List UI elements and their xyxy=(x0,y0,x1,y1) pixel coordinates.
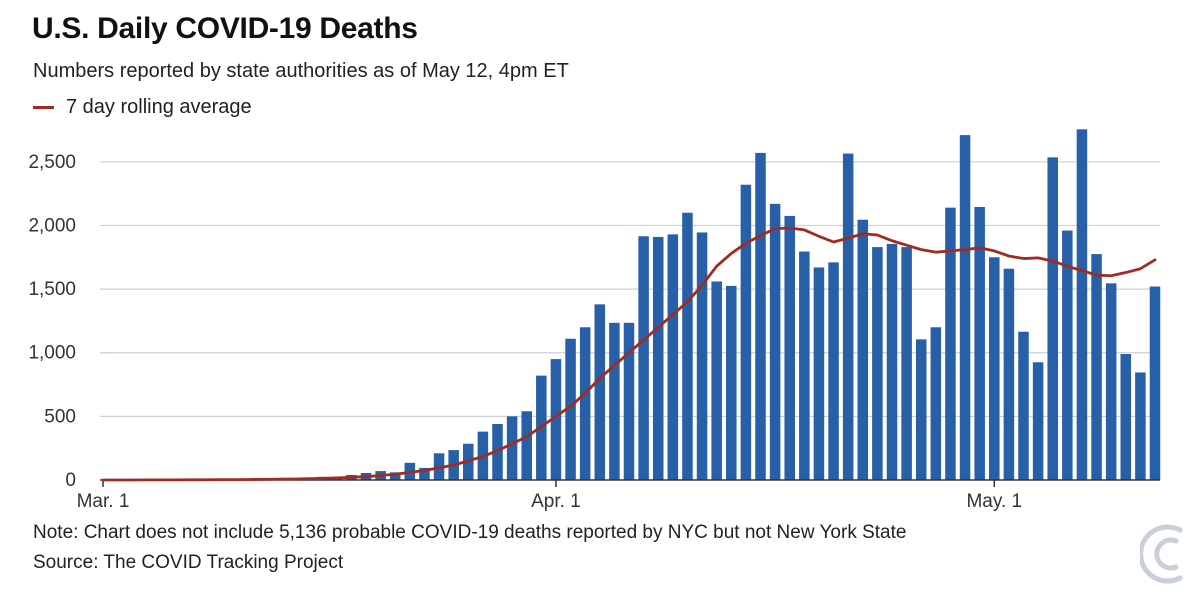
bar xyxy=(711,281,722,480)
y-tick-label: 0 xyxy=(65,470,76,491)
bar xyxy=(389,472,401,480)
covid-tracking-project-logo-icon xyxy=(1138,524,1192,589)
rolling-average-line xyxy=(101,226,1157,482)
bar xyxy=(857,219,869,481)
bar xyxy=(1076,129,1088,481)
bar xyxy=(1135,372,1146,480)
bar xyxy=(682,212,693,481)
bar xyxy=(696,232,708,480)
bar xyxy=(667,234,679,480)
legend: 7 day rolling average xyxy=(33,96,252,119)
bar xyxy=(974,207,985,480)
bar xyxy=(740,184,752,481)
bar xyxy=(842,153,854,481)
bar xyxy=(945,207,956,480)
bar xyxy=(419,467,430,480)
bar xyxy=(989,257,1000,480)
y-tick-label: 2,500 xyxy=(28,152,76,173)
bar xyxy=(915,339,927,480)
bar xyxy=(594,304,606,480)
bar xyxy=(886,243,898,480)
bar xyxy=(901,247,912,480)
chart-subtitle: Numbers reported by state authorities as… xyxy=(33,60,569,82)
bar xyxy=(1003,268,1015,480)
bar xyxy=(521,411,532,480)
bar xyxy=(784,215,795,480)
bar xyxy=(959,135,971,480)
bar-series xyxy=(126,129,1161,481)
chart-source: Source: The COVID Tracking Project xyxy=(33,552,344,573)
bar xyxy=(623,322,635,480)
y-axis-tick-labels: 0 500 1,000 1,500 2,000 2,500 xyxy=(28,152,76,491)
bar xyxy=(1032,362,1044,480)
y-tick-label: 1,000 xyxy=(28,343,76,364)
bar xyxy=(1149,286,1161,480)
bar xyxy=(609,322,620,480)
bar xyxy=(769,203,781,480)
bar xyxy=(1120,354,1132,480)
bar xyxy=(813,267,825,480)
x-axis: Mar. 1 Apr. 1 May. 1 xyxy=(77,479,1160,512)
bar xyxy=(506,416,518,480)
chart-note: Note: Chart does not include 5,136 proba… xyxy=(33,522,907,543)
y-tick-label: 2,000 xyxy=(28,215,76,236)
bar xyxy=(872,247,883,480)
bar xyxy=(1091,254,1102,480)
legend-line-label: 7 day rolling average xyxy=(66,96,252,118)
bar xyxy=(579,327,591,480)
bar xyxy=(828,262,839,480)
bar xyxy=(652,236,664,480)
x-tick-label: Mar. 1 xyxy=(77,491,130,512)
bar xyxy=(1062,230,1073,480)
bar xyxy=(1047,157,1058,481)
bar xyxy=(565,338,576,480)
bar xyxy=(1105,283,1117,480)
bar xyxy=(930,327,942,480)
y-tick-label: 1,500 xyxy=(28,279,76,300)
legend-line-swatch xyxy=(33,106,54,109)
bar xyxy=(799,251,810,480)
bar xyxy=(550,359,562,480)
bar xyxy=(755,152,766,480)
rolling-average-series xyxy=(101,226,1157,482)
bar xyxy=(638,236,649,480)
chart-title: U.S. Daily COVID-19 Deaths xyxy=(32,12,418,45)
y-tick-label: 500 xyxy=(44,406,76,427)
x-tick-label: Apr. 1 xyxy=(531,491,581,512)
bar xyxy=(726,285,737,480)
x-tick-label: May. 1 xyxy=(966,491,1022,512)
bar xyxy=(1018,331,1029,480)
